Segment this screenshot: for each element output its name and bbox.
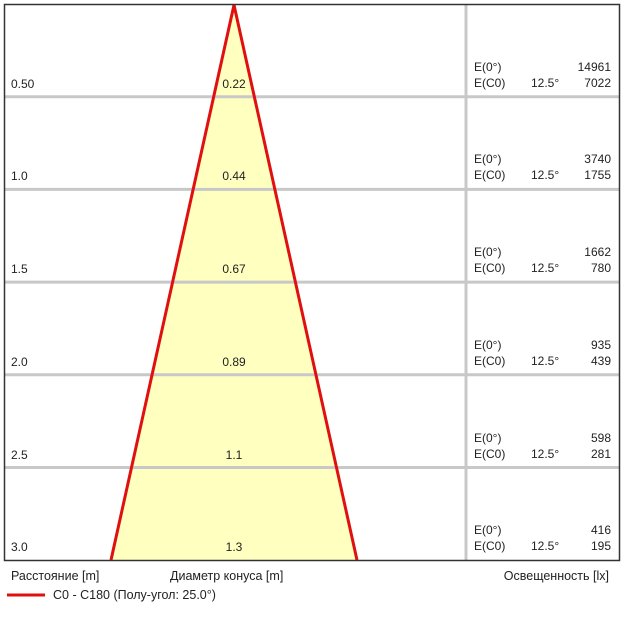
legend-label: C0 - C180 (Полу-угол: 25.0°)	[53, 588, 216, 602]
ec0-label: E(C0)	[474, 261, 506, 276]
ec0-label: E(C0)	[474, 446, 506, 461]
distance-value: 1.0	[11, 169, 28, 184]
cone-diameter-value: 1.1	[225, 447, 243, 462]
cone-edge-right	[232, 4, 359, 561]
e0-label: E(0°)	[474, 523, 502, 538]
e0-value: 14961	[577, 59, 611, 74]
ec0-value: 1755	[584, 168, 611, 183]
ec0-label: E(C0)	[474, 168, 506, 183]
ec0-value: 281	[590, 446, 611, 461]
ec0-angle: 12.5°	[531, 168, 560, 183]
diameter-axis-label: Диаметр конуса [m]	[170, 569, 284, 583]
ec0-value: 780	[590, 261, 611, 276]
illuminance-axis-label: Освещенность [lx]	[503, 569, 609, 583]
diagram-frame	[3, 3, 621, 562]
cone-diameter-value: 0.22	[222, 76, 246, 91]
distance-value: 1.5	[11, 262, 28, 277]
cone-diameter-value: 0.44	[222, 169, 246, 184]
distance-value: 2.5	[11, 447, 28, 462]
e0-value: 935	[590, 337, 611, 352]
ec0-value: 439	[590, 353, 611, 368]
e0-label: E(0°)	[474, 430, 502, 445]
cone-diameter-value: 0.67	[222, 262, 246, 277]
ec0-label: E(C0)	[474, 353, 506, 368]
e0-label: E(0°)	[474, 245, 502, 260]
e0-label: E(0°)	[474, 152, 502, 167]
ec0-angle: 12.5°	[531, 353, 560, 368]
cone-diameter-value: 1.3	[225, 540, 243, 555]
cone-diameter-value: 0.89	[222, 354, 246, 369]
distance-value: 0.50	[11, 76, 35, 91]
ec0-angle: 12.5°	[531, 539, 560, 554]
distance-value: 2.0	[11, 354, 28, 369]
cone-edge-left	[109, 4, 236, 561]
ec0-angle: 12.5°	[531, 261, 560, 276]
distance-value: 3.0	[11, 540, 28, 555]
ec0-label: E(C0)	[474, 539, 506, 554]
ec0-angle: 12.5°	[531, 75, 560, 90]
e0-value: 416	[590, 523, 611, 538]
e0-value: 598	[590, 430, 611, 445]
e0-value: 1662	[584, 245, 611, 260]
e0-label: E(0°)	[474, 337, 502, 352]
ec0-value: 195	[590, 539, 611, 554]
ec0-label: E(C0)	[474, 75, 506, 90]
distance-axis-label: Расстояние [m]	[11, 569, 100, 583]
e0-label: E(0°)	[474, 59, 502, 74]
e0-value: 3740	[584, 152, 611, 167]
ec0-value: 7022	[584, 75, 611, 90]
ec0-angle: 12.5°	[531, 446, 560, 461]
